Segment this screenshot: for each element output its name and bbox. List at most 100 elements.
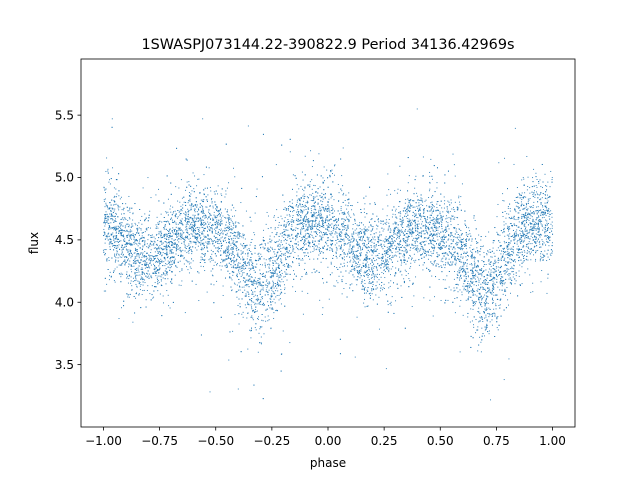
data-point	[407, 273, 409, 275]
data-point	[182, 238, 184, 240]
data-point	[416, 226, 418, 228]
data-point	[269, 307, 271, 309]
data-point	[310, 208, 312, 210]
data-point	[159, 293, 161, 295]
data-point	[454, 263, 456, 265]
data-point	[143, 237, 145, 239]
data-point	[514, 261, 516, 263]
data-point	[142, 289, 144, 291]
data-point	[459, 271, 461, 273]
data-point	[429, 270, 431, 272]
data-point	[106, 283, 108, 285]
data-point	[530, 259, 532, 261]
data-point	[260, 336, 262, 338]
data-point	[212, 243, 214, 245]
data-point	[287, 273, 289, 275]
data-point	[509, 228, 511, 230]
data-point	[321, 216, 323, 218]
data-point	[350, 216, 352, 218]
data-point	[347, 212, 349, 214]
data-point	[107, 236, 109, 238]
data-point	[297, 255, 299, 257]
data-point	[276, 274, 278, 276]
data-point	[392, 255, 394, 257]
data-point	[432, 223, 434, 225]
data-point	[103, 228, 105, 230]
data-point	[528, 241, 530, 243]
data-point	[114, 204, 116, 206]
data-point	[353, 251, 355, 253]
data-point	[401, 262, 403, 264]
data-point	[539, 236, 541, 238]
data-point	[269, 282, 271, 284]
data-point	[436, 217, 438, 219]
data-point	[277, 257, 279, 259]
data-point	[464, 270, 466, 272]
data-point	[301, 171, 303, 173]
data-point	[459, 235, 461, 237]
data-point	[133, 252, 135, 254]
data-point	[143, 240, 145, 242]
data-point	[295, 227, 297, 229]
data-point	[455, 230, 457, 232]
data-point	[232, 247, 234, 249]
data-point	[527, 208, 529, 210]
data-point	[373, 276, 375, 278]
data-point	[284, 265, 286, 267]
data-point	[297, 209, 299, 211]
data-point	[414, 249, 416, 251]
data-point	[165, 263, 167, 265]
data-point	[513, 233, 515, 235]
data-point	[115, 203, 117, 205]
data-point	[169, 241, 171, 243]
data-point	[550, 254, 552, 256]
data-point	[216, 280, 218, 282]
data-point	[153, 258, 155, 260]
data-point	[530, 291, 532, 293]
data-point	[428, 190, 430, 192]
data-point	[180, 208, 182, 210]
data-point	[297, 206, 299, 208]
data-point	[181, 242, 183, 244]
data-point	[358, 271, 360, 273]
data-point	[141, 267, 143, 269]
data-point	[157, 251, 159, 253]
data-point	[368, 273, 370, 275]
data-point	[414, 206, 416, 208]
data-point	[415, 237, 417, 239]
data-point	[313, 215, 315, 217]
data-point	[204, 237, 206, 239]
data-point	[525, 226, 527, 228]
data-point	[497, 286, 499, 288]
data-point	[283, 223, 285, 225]
data-point	[104, 232, 106, 234]
data-point	[295, 243, 297, 245]
data-point	[176, 246, 178, 248]
data-point	[425, 255, 427, 257]
data-point	[474, 278, 476, 280]
data-point	[352, 266, 354, 268]
data-point	[201, 219, 203, 221]
data-point	[309, 242, 311, 244]
data-point	[292, 229, 294, 231]
data-point	[253, 266, 255, 268]
data-point	[202, 253, 204, 255]
data-point	[484, 304, 486, 306]
data-point	[185, 226, 187, 228]
data-point	[527, 250, 528, 252]
data-point	[471, 254, 473, 256]
data-point	[212, 240, 214, 242]
data-point	[172, 212, 174, 214]
data-point	[160, 276, 162, 278]
data-point	[472, 276, 474, 278]
data-point	[441, 258, 443, 260]
data-point	[451, 248, 453, 250]
data-point	[441, 216, 443, 218]
data-point	[336, 280, 338, 282]
data-point	[369, 271, 371, 273]
data-point	[522, 177, 524, 179]
data-point	[489, 262, 491, 264]
data-point	[189, 225, 191, 227]
data-point	[133, 237, 135, 239]
data-point	[262, 236, 264, 238]
